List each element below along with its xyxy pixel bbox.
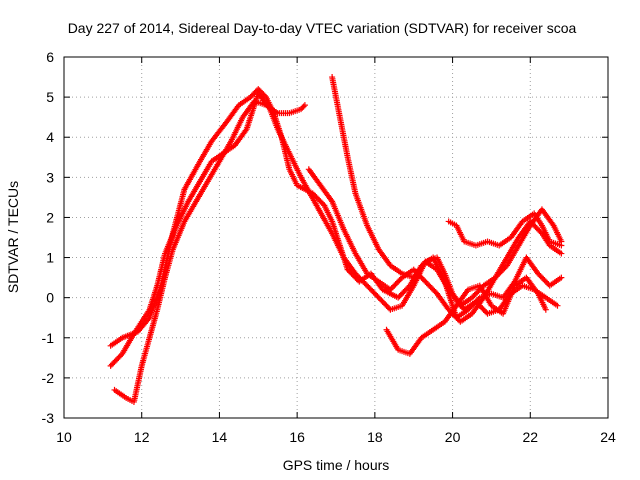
- x-tick-label: 24: [600, 429, 616, 445]
- data-point: [117, 352, 124, 359]
- y-tick-label: 2: [46, 209, 54, 225]
- y-tick-label: -2: [42, 370, 55, 386]
- data-point: [300, 103, 307, 110]
- series-track-6: [383, 274, 549, 357]
- y-tick-label: -3: [42, 410, 55, 426]
- y-tick-label: 3: [46, 169, 54, 185]
- y-tick-label: 4: [46, 129, 54, 145]
- data-point: [542, 306, 549, 313]
- series-track-3: [111, 98, 308, 405]
- x-tick-label: 16: [289, 429, 305, 445]
- x-tick-label: 10: [56, 429, 72, 445]
- data-point: [320, 201, 327, 208]
- x-tick-label: 20: [445, 429, 461, 445]
- x-axis-label: GPS time / hours: [283, 457, 390, 473]
- y-tick-label: 0: [46, 290, 54, 306]
- data-point: [502, 263, 509, 270]
- y-tick-label: 1: [46, 250, 54, 266]
- x-tick-label: 14: [212, 429, 228, 445]
- x-tick-label: 18: [367, 429, 383, 445]
- x-tick-label: 22: [522, 429, 538, 445]
- plot-frame: [63, 56, 609, 419]
- y-axis-label: SDTVAR / TECUs: [5, 181, 21, 293]
- chart-title: Day 227 of 2014, Sidereal Day-to-day VTE…: [68, 20, 577, 36]
- y-tick-label: -1: [42, 330, 55, 346]
- data-point: [301, 102, 308, 109]
- y-tick-label: 6: [46, 49, 54, 65]
- y-tick-label: 5: [46, 89, 54, 105]
- series-track-7: [445, 210, 565, 249]
- data-point: [554, 302, 561, 309]
- data-series: [107, 74, 565, 405]
- data-point: [558, 250, 565, 257]
- series-track-2: [107, 90, 565, 369]
- data-point: [558, 274, 565, 281]
- x-tick-label: 12: [134, 429, 150, 445]
- data-point: [386, 305, 393, 312]
- series-track-5: [305, 166, 565, 325]
- data-point: [558, 242, 565, 249]
- data-point: [483, 309, 490, 316]
